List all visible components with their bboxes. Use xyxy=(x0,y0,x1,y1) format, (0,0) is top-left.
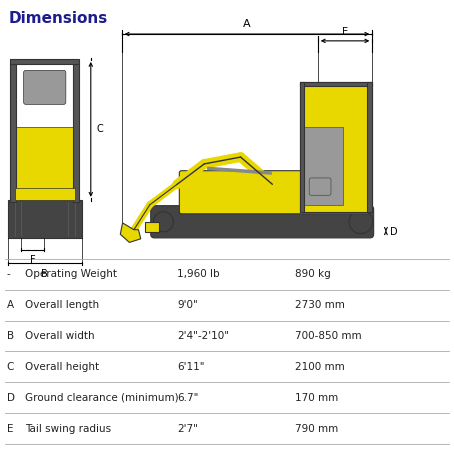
Text: 2'7": 2'7" xyxy=(177,424,198,434)
Text: Overall width: Overall width xyxy=(25,331,94,341)
Text: 1,960 lb: 1,960 lb xyxy=(177,269,220,279)
Bar xyxy=(15,188,75,200)
Text: 2100 mm: 2100 mm xyxy=(295,362,345,372)
FancyBboxPatch shape xyxy=(151,206,374,238)
Text: Overall height: Overall height xyxy=(25,362,99,372)
Bar xyxy=(10,64,16,202)
Circle shape xyxy=(349,210,373,233)
Text: C: C xyxy=(7,362,14,372)
Bar xyxy=(300,82,372,212)
Text: -: - xyxy=(7,269,10,279)
Text: E: E xyxy=(7,424,13,434)
Text: Tail swing radius: Tail swing radius xyxy=(25,424,111,434)
Bar xyxy=(16,127,73,193)
Polygon shape xyxy=(145,222,159,232)
Text: 700-850 mm: 700-850 mm xyxy=(295,331,362,341)
Bar xyxy=(300,82,372,86)
FancyBboxPatch shape xyxy=(179,171,370,214)
Text: Operating Weight: Operating Weight xyxy=(25,269,117,279)
Bar xyxy=(303,127,343,205)
Text: 6'11": 6'11" xyxy=(177,362,205,372)
Text: 6.7": 6.7" xyxy=(177,393,198,403)
Text: F: F xyxy=(30,255,35,265)
Text: B: B xyxy=(41,269,48,279)
Polygon shape xyxy=(120,223,141,242)
Circle shape xyxy=(153,212,173,232)
Text: 790 mm: 790 mm xyxy=(295,424,338,434)
Text: E: E xyxy=(342,27,348,37)
FancyBboxPatch shape xyxy=(309,178,331,195)
Text: D: D xyxy=(7,393,15,403)
Text: Ground clearance (minimum): Ground clearance (minimum) xyxy=(25,393,178,403)
Text: 2'4"-2'10": 2'4"-2'10" xyxy=(177,331,229,341)
Text: Overall length: Overall length xyxy=(25,300,99,310)
Text: B: B xyxy=(7,331,14,341)
Text: C: C xyxy=(96,124,103,134)
Bar xyxy=(367,82,372,212)
Text: A: A xyxy=(243,19,251,29)
Bar xyxy=(8,200,82,238)
Bar xyxy=(73,64,79,202)
FancyBboxPatch shape xyxy=(24,70,66,104)
Text: Dimensions: Dimensions xyxy=(8,11,108,26)
Text: 890 kg: 890 kg xyxy=(295,269,331,279)
Text: 2730 mm: 2730 mm xyxy=(295,300,345,310)
Text: A: A xyxy=(7,300,14,310)
Bar xyxy=(300,82,304,212)
Text: 9'0": 9'0" xyxy=(177,300,198,310)
Text: D: D xyxy=(390,227,397,237)
Text: 170 mm: 170 mm xyxy=(295,393,338,403)
FancyBboxPatch shape xyxy=(10,59,79,64)
